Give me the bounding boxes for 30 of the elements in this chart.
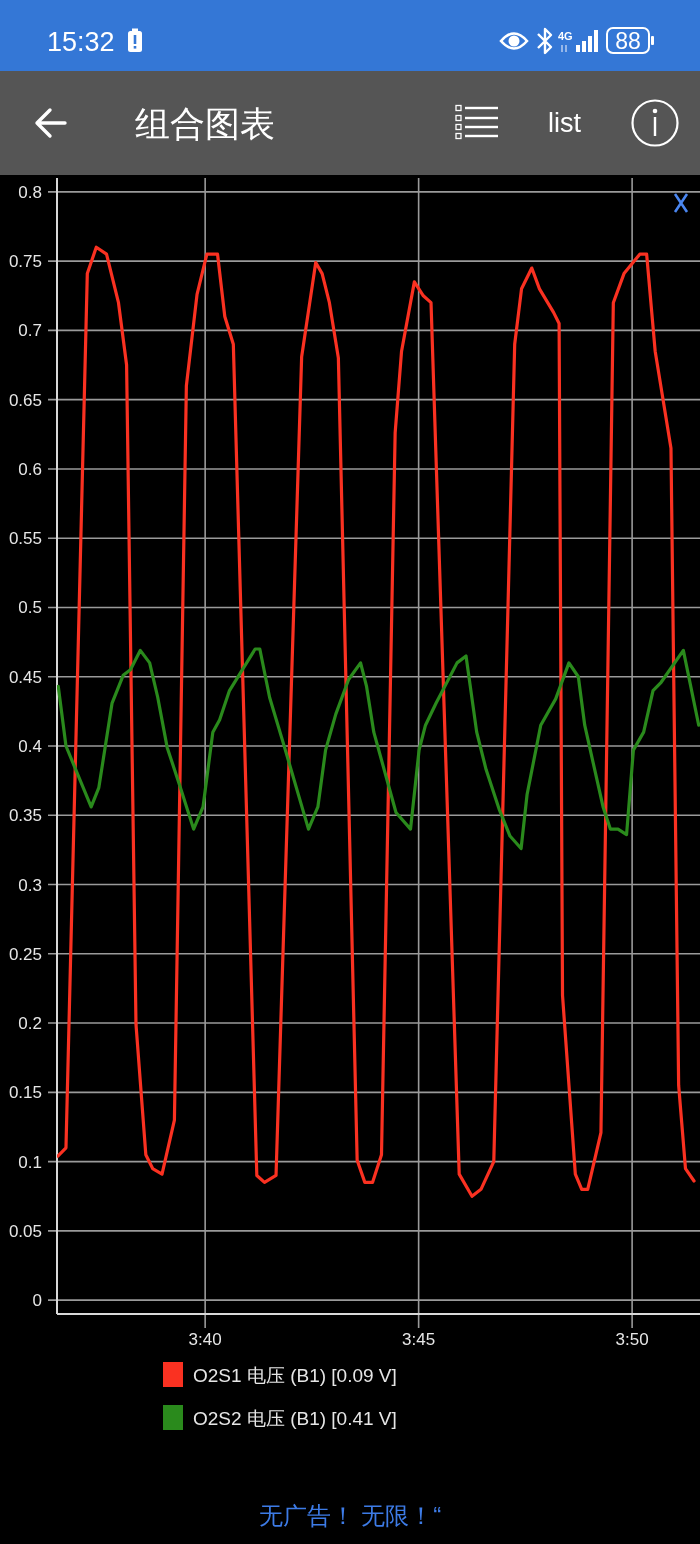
legend-label: O2S2 电压 (B1) [0.41 V] [193,1408,397,1429]
chart-title: 组合图表 [135,104,275,143]
x-tick-label: 3:45 [402,1330,436,1349]
y-tick-label: 0.1 [18,1152,42,1172]
x-tick-label: 3:50 [615,1330,649,1349]
y-tick-label: 0.05 [8,1221,42,1241]
text: 4G [558,30,573,42]
x-tick-label: 3:40 [188,1330,222,1349]
y-tick-label: 0.45 [8,667,42,687]
y-tick-label: 0 [32,1291,42,1311]
y-tick-label: 0.6 [18,459,42,479]
line-series [57,647,700,851]
y-tick-label: 0.15 [8,1083,42,1103]
y-tick-label: 0.2 [18,1014,42,1034]
text: 无广告！ 无限！“ [258,1502,442,1529]
y-tick-label: 0.8 [18,182,42,202]
y-tick-label: 0.4 [18,737,42,756]
text: 88 [615,28,641,54]
y-tick-label: 0.55 [8,529,42,549]
text: list [548,108,582,138]
y-tick-label: 0.25 [8,944,42,964]
line-series [57,245,696,1198]
text: 15:32 [47,27,115,57]
y-tick-label: 0.7 [18,321,42,341]
y-tick-label: 0.5 [18,598,42,618]
legend-label: O2S1 电压 (B1) [0.09 V] [193,1365,397,1386]
y-tick-label: 0.3 [18,875,42,895]
y-tick-label: 0.65 [8,390,42,410]
y-tick-label: 0.75 [8,252,42,272]
y-tick-label: 0.35 [8,806,42,826]
